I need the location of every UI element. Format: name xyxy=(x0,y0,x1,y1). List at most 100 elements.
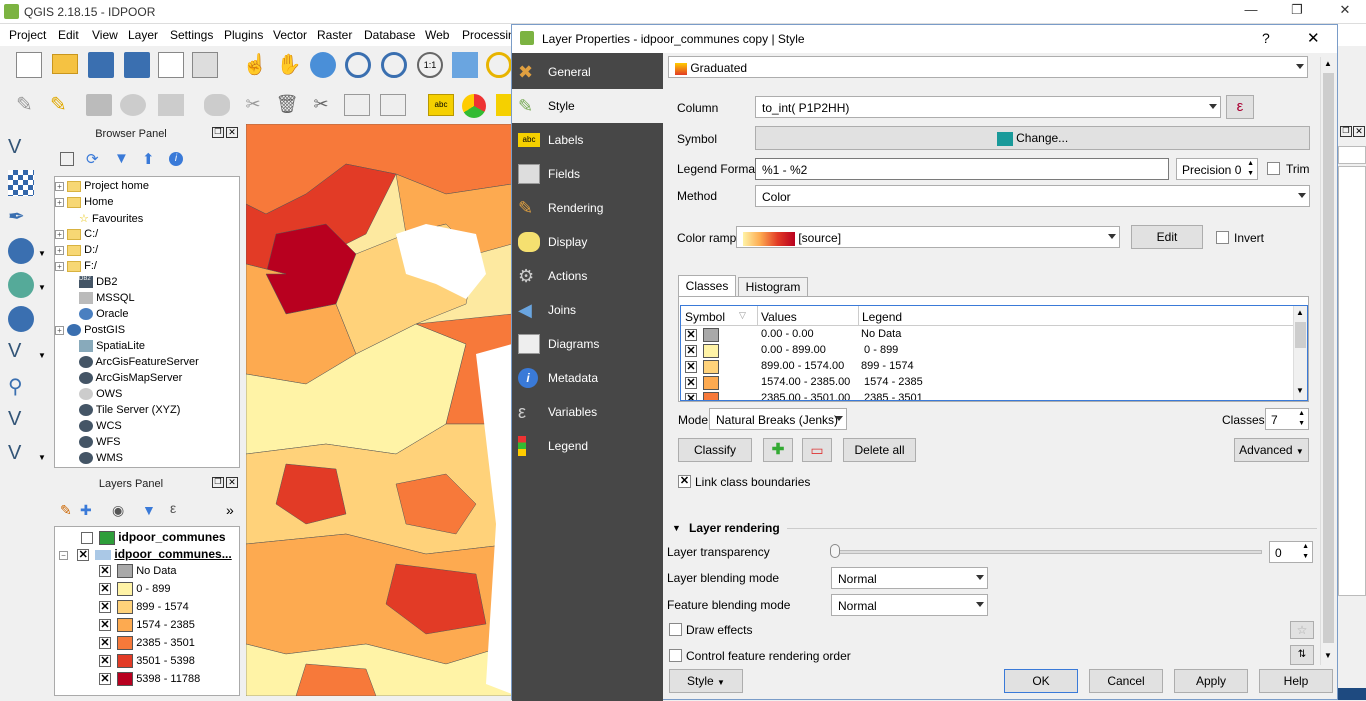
menu-view[interactable]: View xyxy=(92,28,118,42)
menu-plugins[interactable]: Plugins xyxy=(224,28,264,42)
collapse-section-icon[interactable]: ▼ xyxy=(672,523,681,533)
save-edits-icon[interactable] xyxy=(86,94,112,116)
effects-star-icon[interactable]: ☆ xyxy=(1290,621,1314,639)
save-project-icon[interactable] xyxy=(88,52,114,78)
tab-classes[interactable]: Classes xyxy=(678,275,736,297)
scroll-up-icon[interactable]: ▲ xyxy=(1324,59,1332,68)
nav-variables[interactable]: ε Variables xyxy=(518,402,598,422)
edit-ramp-button[interactable]: Edit xyxy=(1131,225,1203,249)
tab-histogram[interactable]: Histogram xyxy=(738,277,808,297)
minimize-icon[interactable]: — xyxy=(1244,2,1258,17)
nav-fields[interactable]: Fields xyxy=(512,157,663,191)
class-checkbox[interactable]: ✕ xyxy=(99,601,111,613)
visibility-eye-icon[interactable]: ◉ xyxy=(112,502,125,518)
info-icon[interactable]: i xyxy=(169,152,183,166)
filter-icon[interactable]: ▼ xyxy=(142,502,156,518)
scroll-down-icon[interactable]: ▼ xyxy=(1324,651,1332,660)
expression-button[interactable]: ε xyxy=(1226,95,1254,119)
add-selected-icon[interactable] xyxy=(60,152,74,166)
blend-mode-select[interactable]: Normal xyxy=(831,567,988,589)
draw-effects-checkbox[interactable] xyxy=(669,623,682,636)
tree-item[interactable]: + Home xyxy=(55,196,113,212)
legend-item[interactable]: ✕ 899 - 1574 xyxy=(99,600,189,614)
add-wms-icon[interactable] xyxy=(8,306,34,332)
visibility-checkbox[interactable] xyxy=(81,532,93,545)
add-virtual-layer-icon[interactable]: ⚲ xyxy=(8,376,23,398)
chevron-down-icon[interactable]: ▼ xyxy=(38,351,46,360)
table-row[interactable]: ✕ 2385.00 - 3501.00 2385 - 3501 xyxy=(681,391,1293,400)
zoom-layer-icon[interactable] xyxy=(486,52,512,78)
save-as-icon[interactable] xyxy=(124,52,150,78)
tree-item[interactable]: WCS xyxy=(79,420,122,436)
tree-item[interactable]: WFS xyxy=(79,436,121,452)
close-icon[interactable]: ✕ xyxy=(226,127,238,138)
new-print-composer-icon[interactable] xyxy=(158,52,184,78)
class-checkbox[interactable]: ✕ xyxy=(99,673,111,685)
row-checkbox[interactable]: ✕ xyxy=(685,377,697,389)
chevron-down-icon[interactable]: ▼ xyxy=(38,453,46,462)
expand-icon[interactable]: + xyxy=(55,197,64,207)
pan-to-selection-icon[interactable] xyxy=(310,52,336,78)
add-spatialite-icon[interactable] xyxy=(8,272,34,298)
transparency-spinbox[interactable]: 0 ▲ ▼ xyxy=(1269,541,1313,563)
change-symbol-button[interactable]: Change... xyxy=(755,126,1310,150)
row-checkbox[interactable]: ✕ xyxy=(685,345,697,357)
classify-button[interactable]: Classify xyxy=(678,438,752,462)
apply-button[interactable]: Apply xyxy=(1174,669,1248,693)
add-feature-icon[interactable] xyxy=(120,94,146,116)
tree-item[interactable]: OWS xyxy=(79,388,122,404)
expand-icon[interactable]: + xyxy=(55,181,64,191)
collapse-all-icon[interactable]: ⬆ xyxy=(142,151,155,168)
column-select[interactable]: to_int( P1P2HH) xyxy=(755,96,1221,118)
row-checkbox[interactable]: ✕ xyxy=(685,361,697,373)
spin-arrows-icon[interactable]: ▲ ▼ xyxy=(1298,410,1305,427)
visibility-checkbox[interactable]: ✕ xyxy=(77,549,90,562)
current-edits-icon[interactable]: ✎ xyxy=(16,94,33,116)
style-menu-button[interactable]: Style ▼ xyxy=(669,669,743,693)
class-checkbox[interactable]: ✕ xyxy=(99,565,111,577)
new-project-icon[interactable] xyxy=(16,52,42,78)
precision-spinbox[interactable]: Precision 0 ▲ ▼ xyxy=(1176,158,1258,180)
legend-item[interactable]: ✕ 1574 - 2385 xyxy=(99,618,195,632)
menu-settings[interactable]: Settings xyxy=(170,28,214,42)
float-icon[interactable]: ❐ xyxy=(1340,126,1352,137)
scroll-down-icon[interactable]: ▼ xyxy=(1296,386,1304,395)
control-order-checkbox[interactable] xyxy=(669,649,682,662)
row-swatch[interactable] xyxy=(703,328,719,342)
dialog-scrollbar[interactable]: ▲ ▼ xyxy=(1320,57,1335,665)
tree-item[interactable]: ArcGisMapServer xyxy=(79,372,182,388)
delete-selected-icon[interactable]: 🗑 xyxy=(275,94,299,114)
nav-labels[interactable]: abc Labels xyxy=(512,123,663,157)
toggle-editing-icon[interactable]: ✎ xyxy=(50,94,67,116)
pan-icon[interactable]: ✋ xyxy=(276,54,302,76)
nav-style[interactable]: ✎ Style xyxy=(512,89,663,123)
advanced-button[interactable]: Advanced ▼ xyxy=(1234,438,1309,462)
layer-item[interactable]: − ✕ idpoor_communes... xyxy=(59,547,232,563)
add-delimited-text-icon[interactable]: ✒ xyxy=(8,206,25,228)
label-pin-icon[interactable] xyxy=(496,94,512,116)
legend-item[interactable]: ✕ 5398 - 11788 xyxy=(99,672,201,686)
table-row[interactable]: ✕ 899.00 - 1574.00 899 - 1574 xyxy=(685,360,914,374)
add-group-icon[interactable]: ✚ xyxy=(80,502,92,518)
open-project-icon[interactable] xyxy=(52,54,78,74)
table-row[interactable]: ✕ 1574.00 - 2385.00 1574 - 2385 xyxy=(685,376,923,390)
tree-item[interactable]: WMS xyxy=(79,452,123,468)
row-swatch[interactable] xyxy=(703,376,719,390)
row-swatch[interactable] xyxy=(703,392,719,400)
col-legend[interactable]: Legend xyxy=(862,310,903,324)
legend-item[interactable]: ✕ No Data xyxy=(99,564,177,578)
tree-item[interactable]: + C:/ xyxy=(55,228,98,244)
classes-spinbox[interactable]: 7 ▲ ▼ xyxy=(1265,408,1309,430)
ok-button[interactable]: OK xyxy=(1004,669,1078,693)
nav-diagrams[interactable]: Diagrams xyxy=(512,327,663,361)
nav-actions[interactable]: ⚙ Actions xyxy=(518,266,588,286)
collapse-icon[interactable]: − xyxy=(59,550,68,560)
nav-joins[interactable]: ◀ Joins xyxy=(518,300,577,320)
touch-zoom-icon[interactable]: ☝ xyxy=(242,54,268,76)
menu-vector[interactable]: Vector xyxy=(273,28,308,42)
expand-icon[interactable]: + xyxy=(55,229,64,239)
legend-format-input[interactable]: %1 - %2 xyxy=(755,158,1169,180)
partial-field[interactable] xyxy=(1338,146,1366,164)
invert-checkbox[interactable] xyxy=(1216,231,1229,244)
class-checkbox[interactable]: ✕ xyxy=(99,619,111,631)
